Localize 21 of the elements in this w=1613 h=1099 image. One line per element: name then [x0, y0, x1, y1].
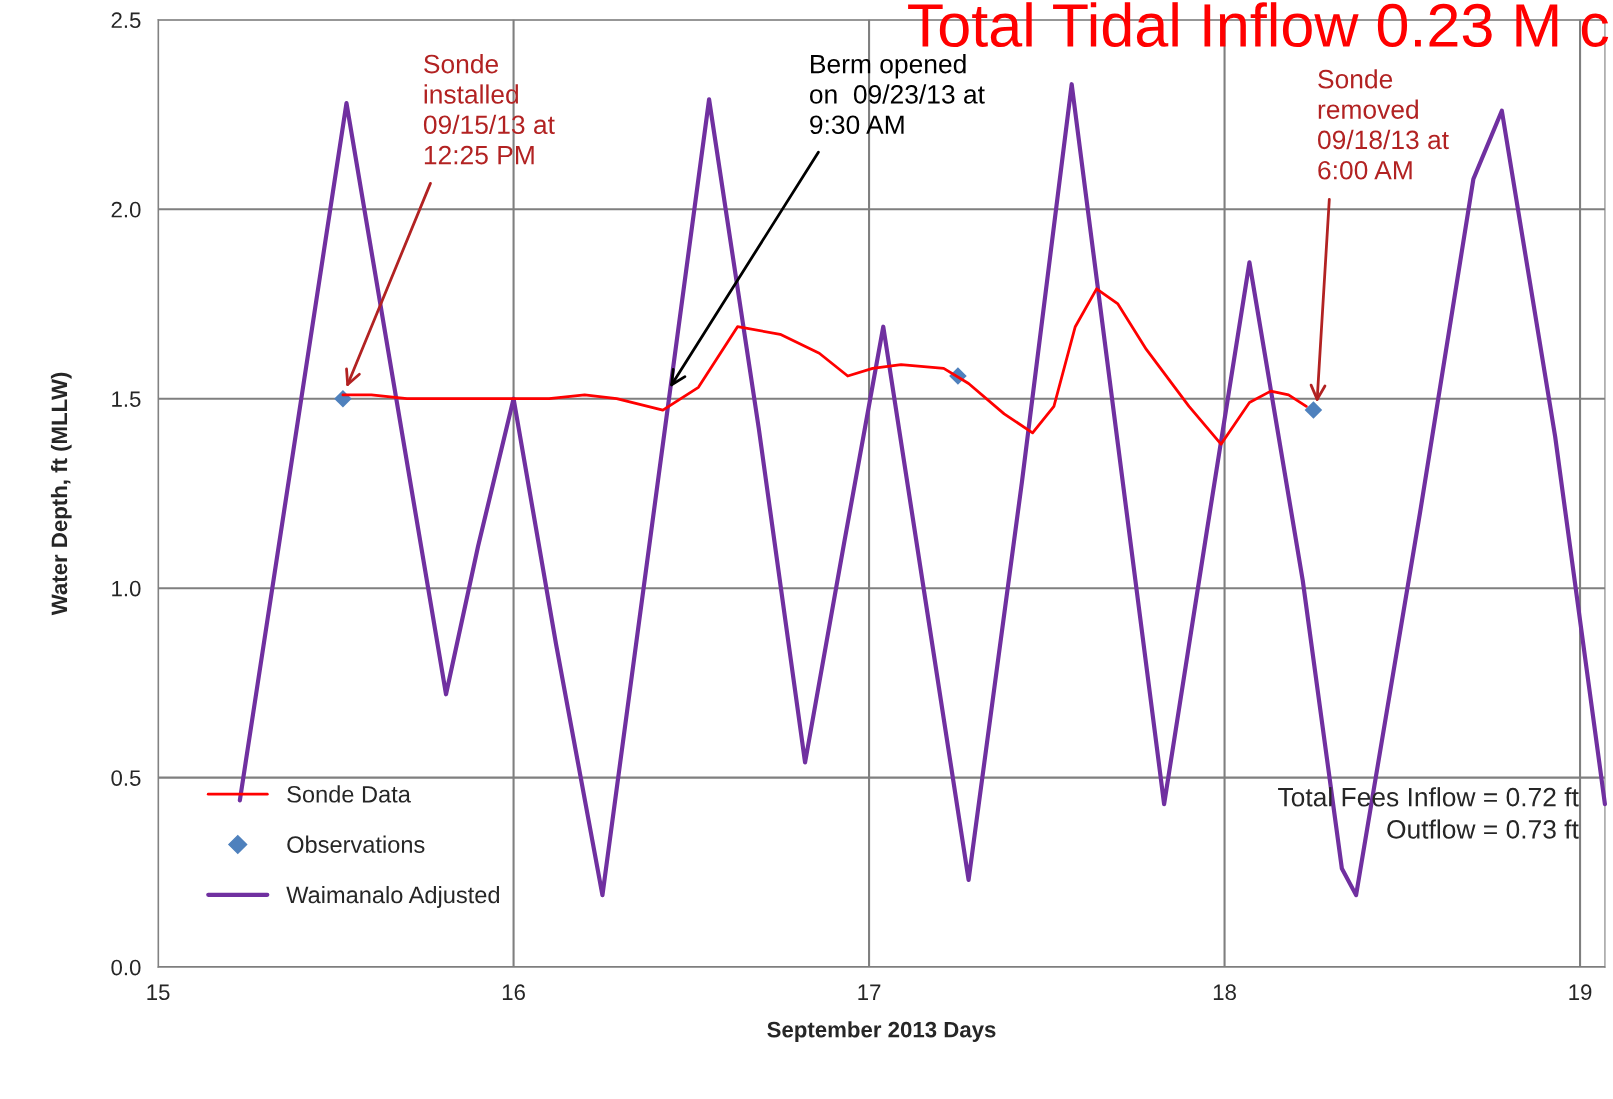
- legend-label: Waimanalo Adjusted: [286, 885, 500, 908]
- x-tick-label: 16: [502, 984, 525, 1001]
- y-tick-label: 1.0: [112, 580, 141, 597]
- annotation: Berm opened on 09/23/13 at 9:30 AM: [809, 54, 985, 135]
- x-tick-label: 15: [147, 984, 170, 1001]
- legend-label: Observations: [287, 835, 425, 853]
- x-axis-title: September 2013 Days: [767, 1021, 996, 1042]
- y-tick-label: 0.0: [111, 959, 141, 976]
- annotation: Total Tidal Inflow 0.23 M c: [908, 2, 1609, 48]
- annotation: Sonde removed 09/18/13 at 6:00 AM: [1318, 69, 1449, 180]
- y-tick-label: 2.5: [111, 12, 141, 29]
- x-tick-label: 17: [858, 984, 881, 1000]
- y-tick-label: 2.0: [111, 201, 141, 218]
- y-tick-label: 0.5: [111, 770, 141, 786]
- legend-label: Sonde Data: [287, 785, 411, 803]
- x-tick-label: 18: [1213, 984, 1236, 1001]
- x-tick-label: 19: [1569, 984, 1592, 1001]
- y-axis-title: Water Depth, ft (MLLW): [50, 372, 72, 616]
- y-tick-label: 1.5: [112, 391, 141, 407]
- point: [334, 389, 352, 408]
- point: [1304, 401, 1323, 419]
